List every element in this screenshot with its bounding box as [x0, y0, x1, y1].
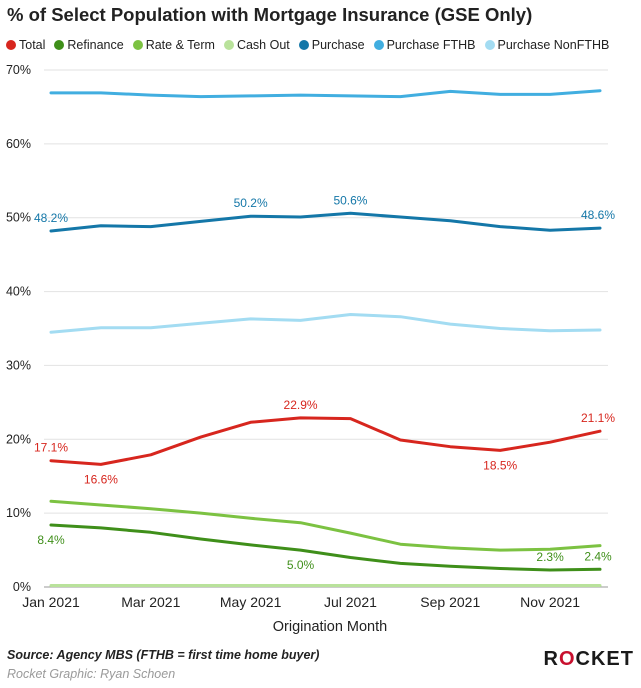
legend-label: Purchase FTHB: [386, 38, 476, 52]
x-axis-label: Origination Month: [273, 619, 387, 635]
x-tick-label: Sep 2021: [420, 594, 480, 610]
credit-note: Rocket Graphic: Ryan Schoen: [7, 667, 176, 681]
data-label: 17.1%: [34, 441, 68, 455]
data-label: 22.9%: [284, 398, 318, 412]
data-label: 48.6%: [581, 208, 615, 222]
legend-swatch: [373, 40, 384, 50]
y-tick-label: 0%: [13, 580, 31, 594]
y-tick-label: 40%: [6, 285, 31, 299]
legend-item-purchase-fthb: Purchase FTHB: [373, 38, 476, 52]
data-label: 5.0%: [287, 558, 315, 572]
source-note: Source: Agency MBS (FTHB = first time ho…: [7, 648, 320, 662]
legend-swatch: [223, 40, 234, 50]
legend-swatch: [132, 40, 143, 50]
legend-label: Purchase: [311, 38, 365, 52]
data-label: 21.1%: [581, 411, 615, 425]
legend-item-refinance: Refinance: [54, 38, 124, 52]
chart-title: % of Select Population with Mortgage Ins…: [7, 4, 533, 25]
x-tick-label: Nov 2021: [520, 594, 580, 610]
series-line-rate-and-term: [49, 499, 602, 552]
series-line-refinance: [49, 523, 602, 572]
legend-label: Cash Out: [236, 38, 290, 52]
data-label: 50.2%: [234, 196, 268, 210]
y-tick-label: 30%: [6, 358, 31, 372]
line-chart: 0% 10% 20% 30% 40% 50% 60% 70% Jan 2021 Mar 2021 M…: [6, 63, 615, 635]
y-tick-label: 60%: [6, 137, 31, 151]
series-line-purchase-fthb: [49, 89, 602, 99]
legend-item-cash-out: Cash Out: [223, 38, 290, 52]
y-tick-label: 50%: [6, 211, 31, 225]
legend-swatch: [298, 40, 309, 50]
x-tick-label: Mar 2021: [121, 594, 180, 610]
y-tick-label: 10%: [6, 506, 31, 520]
data-label: 2.4%: [584, 549, 612, 563]
legend-label: Rate & Term: [145, 38, 215, 52]
y-tick-label: 70%: [6, 63, 31, 77]
legend-item-total: Total: [6, 38, 45, 52]
x-tick-label: May 2021: [220, 594, 282, 610]
x-tick-label: Jan 2021: [22, 594, 80, 610]
legend-swatch: [6, 40, 16, 50]
x-tick-label: Jul 2021: [324, 594, 377, 610]
legend-item-purchase: Purchase: [298, 38, 365, 52]
legend-swatch: [484, 40, 495, 50]
data-label: 8.4%: [37, 533, 65, 547]
legend-swatch: [54, 40, 65, 50]
legend-item-rate-and-term: Rate & Term: [132, 38, 215, 52]
chart-legend: Total Refinance Rate & Term Cash Out Purchas…: [6, 38, 609, 52]
legend-label: Total: [19, 38, 46, 52]
data-label: 48.2%: [34, 211, 68, 225]
data-label: 18.5%: [483, 458, 517, 472]
data-label: 50.6%: [333, 193, 367, 207]
rocket-logo: ROCKET: [543, 648, 634, 670]
legend-label: Refinance: [67, 38, 124, 52]
series-line-purchase-nonfthb: [49, 313, 602, 334]
series-line-total: [49, 416, 602, 466]
y-tick-label: 20%: [6, 432, 31, 446]
data-label: 16.6%: [84, 472, 118, 486]
legend-label: Purchase NonFTHB: [497, 38, 610, 52]
legend-item-purchase-nonfthb: Purchase NonFTHB: [484, 38, 610, 52]
data-label: 2.3%: [536, 550, 564, 564]
series-line-purchase: [49, 211, 602, 233]
